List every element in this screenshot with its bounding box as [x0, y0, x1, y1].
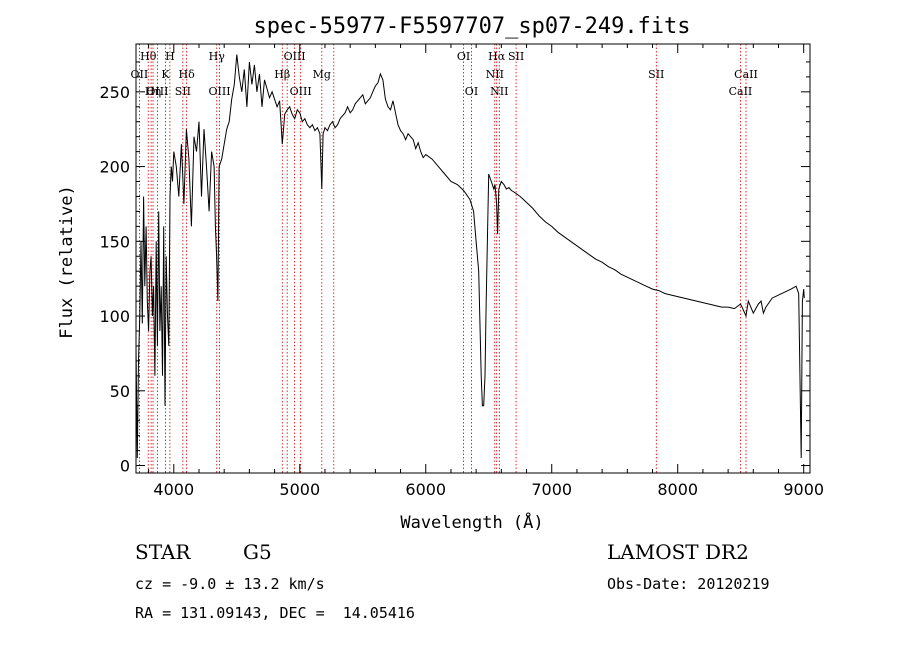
- marker-label-3: OIII: [284, 50, 306, 63]
- marker-label-6: SII: [508, 50, 524, 63]
- marker-label-8: K: [161, 68, 170, 81]
- marker-label-22: CaII: [729, 85, 753, 98]
- x-tick-label-0: 4000: [153, 480, 194, 499]
- x-tick-label-3: 7000: [531, 480, 572, 499]
- y-axis-label: Flux (relative): [57, 185, 77, 339]
- marker-label-21: NII: [490, 85, 508, 98]
- marker-label-10: Hβ: [274, 68, 290, 81]
- x-tick-label-1: 5000: [279, 480, 320, 499]
- observation-date: Obs-Date: 20120219: [607, 575, 770, 593]
- plot-area-frame: [135, 43, 811, 474]
- marker-label-17: SII: [175, 85, 191, 98]
- marker-label-4: OI: [457, 50, 470, 63]
- y-tick-label-5: 250: [99, 83, 130, 102]
- marker-label-19: OIII: [290, 85, 312, 98]
- x-tick-label-5: 9000: [783, 480, 824, 499]
- spectrum-series-line: [135, 54, 805, 459]
- x-tick-label-4: 8000: [657, 480, 698, 499]
- marker-label-16: Hη: [145, 85, 161, 98]
- marker-label-2: Hγ: [209, 50, 226, 63]
- y-tick-label-4: 200: [99, 158, 130, 177]
- marker-label-11: Mg: [313, 68, 331, 81]
- x-axis-label: Wavelength (Å): [400, 511, 543, 533]
- marker-label-9: Hδ: [179, 68, 196, 81]
- marker-label-0: Hθ: [140, 50, 157, 63]
- object-type: STAR: [135, 540, 191, 564]
- marker-label-5: Hα: [488, 50, 506, 63]
- marker-label-20: OI: [465, 85, 478, 98]
- redshift-cz: cz = -9.0 ± 13.2 km/s: [135, 575, 325, 593]
- x-tick-label-2: 6000: [405, 480, 446, 499]
- y-tick-label-0: 0: [120, 457, 130, 476]
- axis-ticks: 4000 5000 6000 7000 8000 9000 0 50 100 150 200 250: [99, 44, 824, 499]
- coordinates: RA = 131.09143, DEC = 14.05416: [135, 604, 415, 622]
- y-tick-label-2: 100: [99, 307, 130, 326]
- y-tick-label-3: 150: [99, 232, 130, 251]
- chart-title: spec-55977-F5597707_sp07-249.fits: [253, 14, 690, 39]
- y-tick-label-1: 50: [110, 382, 130, 401]
- marker-label-13: SII: [648, 68, 664, 81]
- marker-label-7: OII: [131, 68, 149, 81]
- marker-label-15: OIII: [146, 85, 168, 98]
- spectral-subclass: G5: [243, 540, 272, 564]
- marker-label-18: OIII: [208, 85, 230, 98]
- survey-name: LAMOST DR2: [607, 540, 749, 564]
- marker-label-1: H: [165, 50, 175, 63]
- marker-label-14: CaII: [734, 68, 758, 81]
- marker-label-12: NII: [486, 68, 504, 81]
